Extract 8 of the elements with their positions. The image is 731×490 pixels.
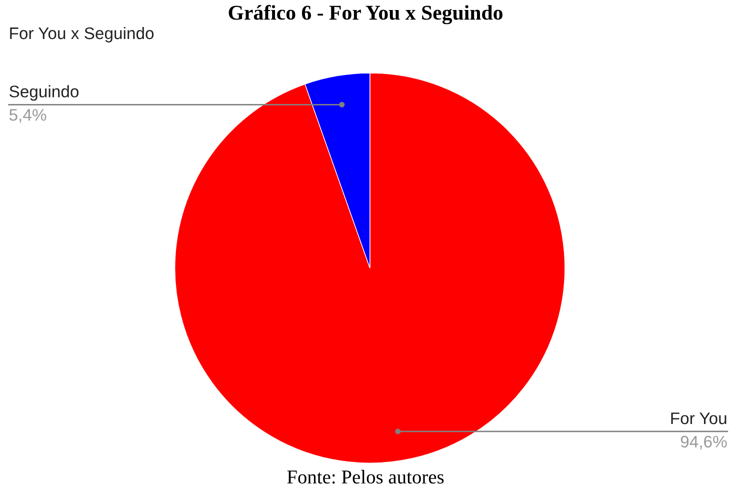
source-note: Fonte: Pelos autores [287,470,444,484]
data-label: 94,6% [680,436,727,450]
pie-slice [174,72,566,464]
data-label: 5,4% [9,109,46,123]
chart-title: Gráfico 6 - For You x Seguindo [228,4,502,24]
chart-subtitle: For You x Seguindo [10,26,154,42]
slice-label: For You [671,412,726,424]
slice-label: Seguindo [10,85,79,101]
